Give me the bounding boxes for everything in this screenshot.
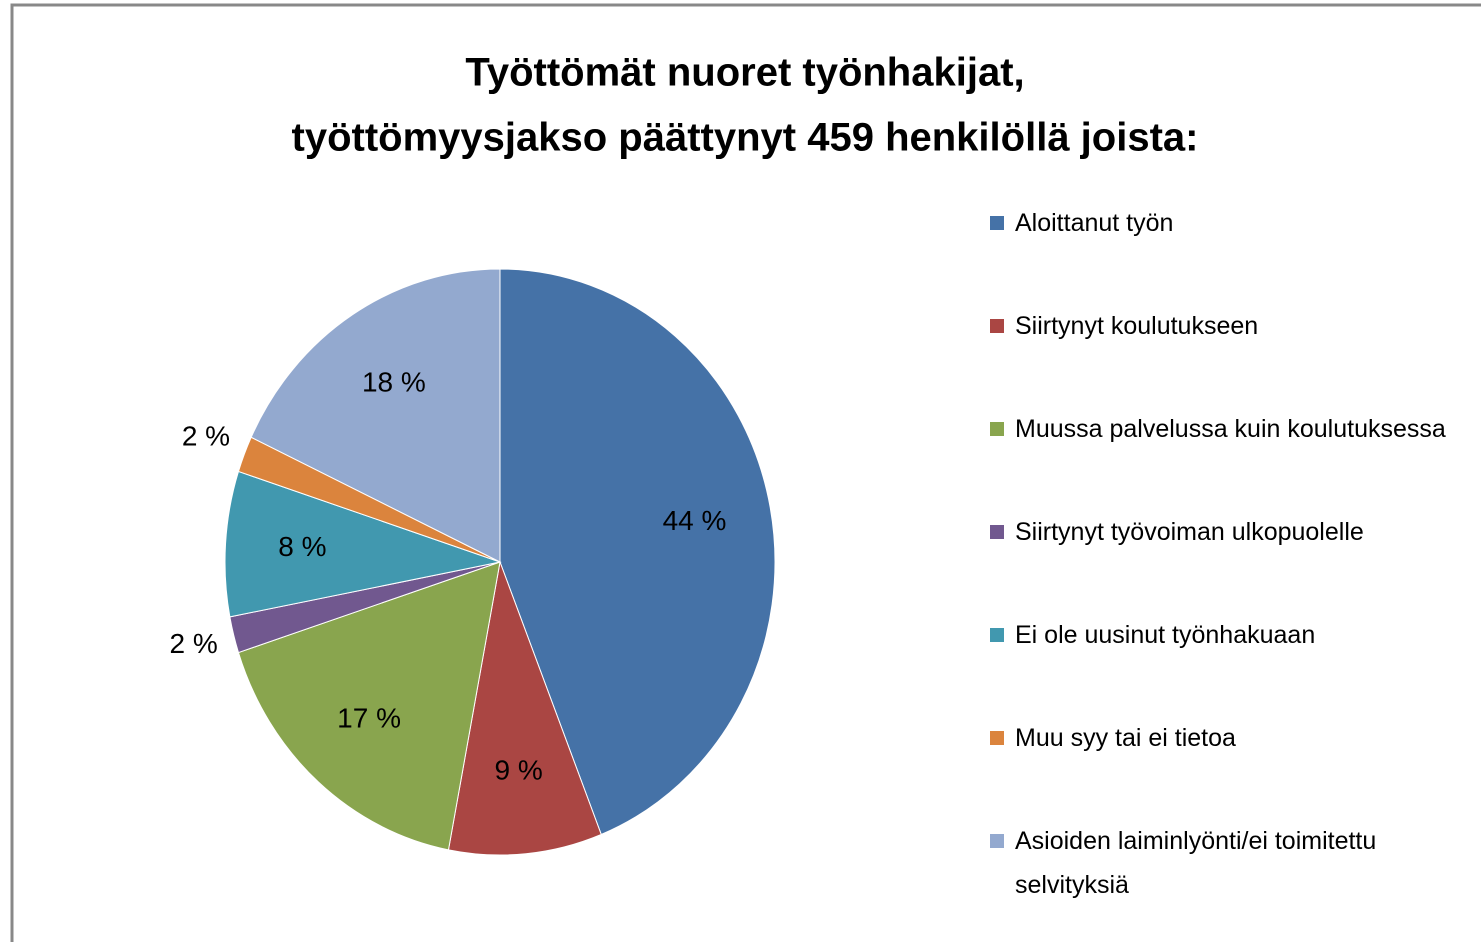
legend-swatch [990, 216, 1004, 230]
chart-title-line: työttömyysjakso päättynyt 459 henkilöllä… [292, 116, 1199, 160]
data-label: 18 % [362, 366, 426, 397]
legend-label: Ei ole uusinut työnhakuaan [1015, 621, 1316, 649]
legend-swatch [990, 834, 1004, 848]
data-label: 2 % [182, 420, 230, 451]
legend-label: Aloittanut työn [1015, 209, 1174, 237]
legend-label: Muu syy tai ei tietoa [1015, 724, 1236, 752]
legend-swatch [990, 319, 1004, 333]
legend-item: Aloittanut työn [990, 201, 1460, 245]
legend-item: Asioiden laiminlyönti/ei toimitettu selv… [990, 819, 1460, 907]
data-label: 9 % [495, 754, 543, 785]
pie-slice [224, 470, 502, 618]
legend-item: Siirtynyt työvoiman ulkopuolelle [990, 510, 1460, 554]
legend-item: Ei ole uusinut työnhakuaan [990, 613, 1460, 657]
legend-swatch [990, 731, 1004, 745]
legend-swatch [990, 422, 1004, 436]
data-label: 2 % [170, 628, 218, 659]
legend-swatch [990, 525, 1004, 539]
legend-item: Muussa palvelussa kuin koulutuksessa [990, 407, 1460, 451]
data-label: 17 % [337, 703, 401, 734]
data-label: 8 % [278, 531, 326, 562]
pie-slice [237, 561, 501, 851]
legend-label: Siirtynyt työvoiman ulkopuolelle [1015, 518, 1364, 546]
legend-item: Muu syy tai ei tietoa [990, 716, 1460, 760]
legend-swatch [990, 628, 1004, 642]
legend-label: Siirtynyt koulutukseen [1015, 312, 1259, 340]
legend-label: Muussa palvelussa kuin koulutuksessa [1015, 415, 1446, 443]
pie-slice [499, 268, 776, 836]
legend-item: Siirtynyt koulutukseen [990, 304, 1460, 348]
pie-slice [250, 268, 501, 563]
data-label: 44 % [663, 505, 727, 536]
chart-title-line: Työttömät nuoret työnhakijat, [465, 51, 1024, 95]
legend-label: Asioiden laiminlyönti/ei toimitettu selv… [1015, 827, 1377, 899]
pie-slice [447, 560, 602, 856]
